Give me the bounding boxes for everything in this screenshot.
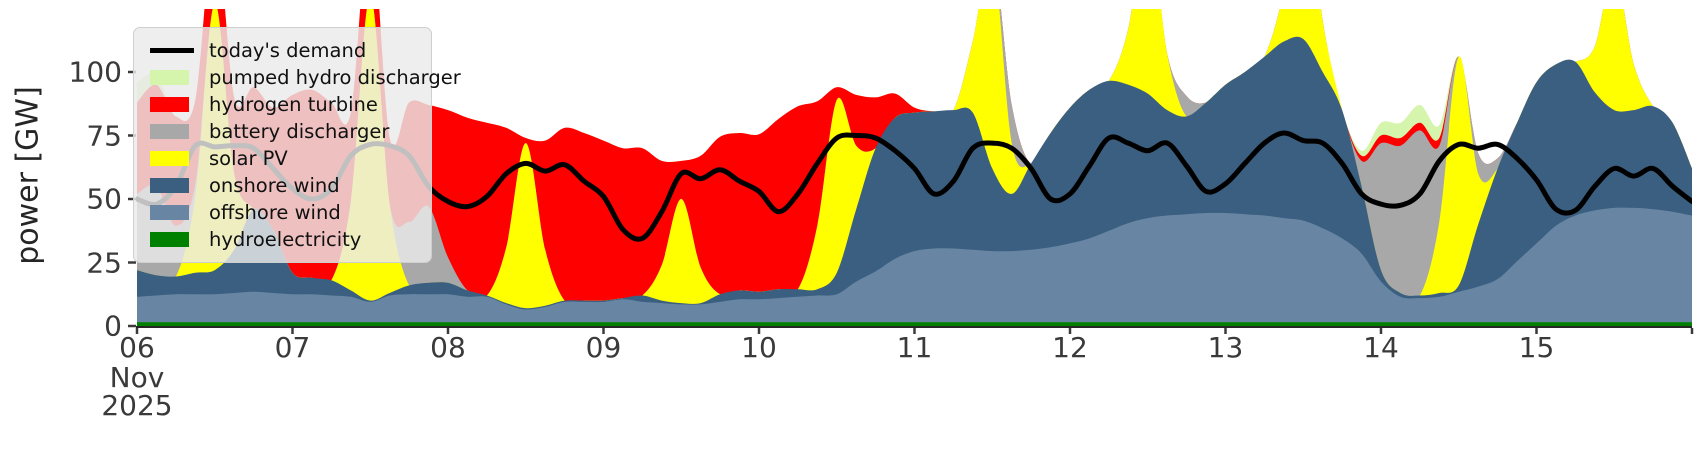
legend-item-pumped-hydro-discharger: pumped hydro discharger [150,64,461,91]
legend-label: battery discharger [209,120,390,143]
legend-patch-swatch [150,124,196,139]
legend-patch-swatch [150,97,196,112]
legend-item-hydrogen-turbine: hydrogen turbine [150,91,423,118]
legend-label: today's demand [209,39,367,62]
legend-item-solar-pv: solar PV [150,145,423,172]
x-axis-offset-text: 2025 [101,389,173,422]
plot-area [136,9,1692,326]
legend-patch-swatch [150,151,196,166]
x-tick-label-09: 09 [585,331,622,364]
legend-patch-swatch [150,178,196,193]
legend-swatch-color [150,232,189,247]
legend-item-onshore-wind: onshore wind [150,172,423,199]
legend-swatch-color [150,124,189,139]
legend-swatch-color [150,151,189,166]
x-tick-label-14: 14 [1363,331,1399,364]
legend-label: offshore wind [209,201,341,224]
x-axis-offset-text: Nov [109,361,165,394]
x-tick-label-12: 12 [1052,331,1088,364]
legend: today's demand pumped hydro discharger hyd… [133,27,461,263]
legend-swatch-color [150,70,189,85]
legend-label: onshore wind [209,174,340,197]
y-tick-label-100: 100 [68,55,122,89]
x-tick-label-15: 15 [1518,331,1555,364]
legend-patch-swatch [150,232,196,247]
legend-patch-swatch [150,70,196,85]
y-tick-label-75: 75 [86,119,122,152]
legend-label: pumped hydro discharger [209,66,461,89]
y-axis-label: power [GW] [10,86,46,265]
area-hydroelectricity [137,322,1692,326]
legend-label: solar PV [209,147,288,170]
legend-swatch-color [150,178,189,193]
legend-item-offshore-wind: offshore wind [150,199,423,226]
legend-swatch-color [150,48,194,53]
y-tick-label-50: 50 [86,182,122,216]
y-tick-label-25: 25 [86,246,122,279]
x-tick-label-06: 06 [119,331,155,364]
x-tick-label-08: 08 [430,331,466,364]
legend-patch-swatch [150,205,196,220]
legend-item-hydroelectricity: hydroelectricity [150,226,423,253]
x-tick-label-13: 13 [1207,331,1244,364]
area-offshore-wind [137,207,1692,326]
legend-item-battery-discharger: battery discharger [150,118,423,145]
x-tick-label-10: 10 [741,331,777,364]
legend-label: hydroelectricity [209,228,362,251]
legend-swatch-color [150,205,189,220]
legend-label: hydrogen turbine [209,93,378,116]
legend-swatch-color [150,97,189,112]
legend-item-today-s-demand: today's demand [150,37,423,64]
x-tick-label-07: 07 [274,331,311,364]
x-tick-label-11: 11 [896,331,933,364]
legend-line-swatch [150,48,196,53]
y-tick-label-0: 0 [104,309,122,343]
